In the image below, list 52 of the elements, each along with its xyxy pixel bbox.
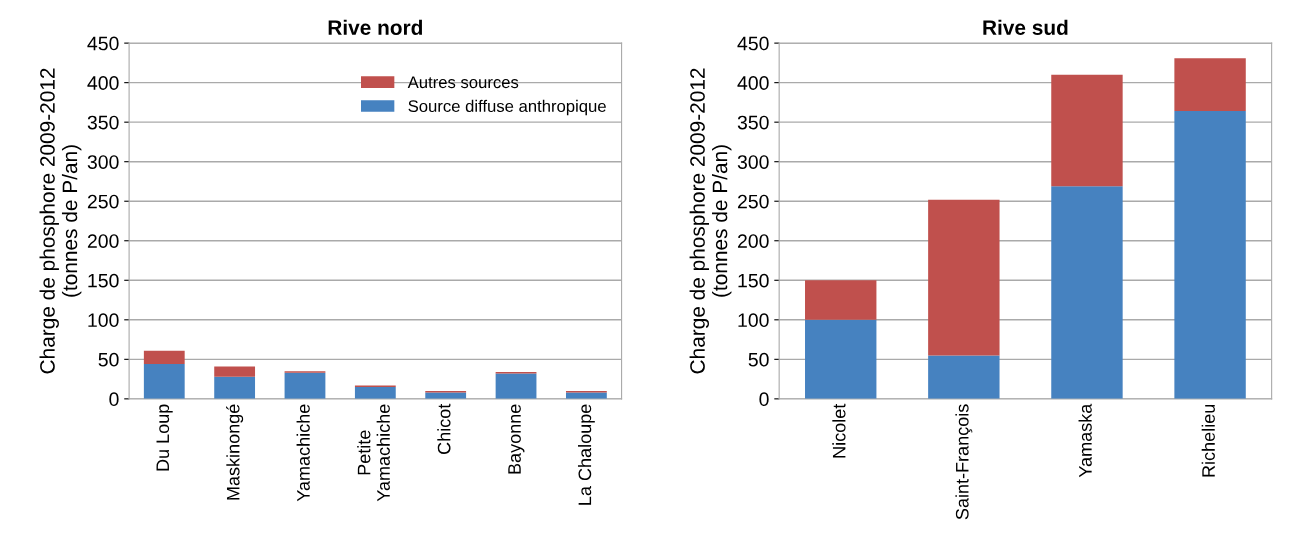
x-tick-label: Richelieu [1201,404,1215,477]
y-tick-label: 100 [738,313,769,328]
y-tick-label: 100 [88,313,119,328]
y-tick-label: 150 [738,273,769,288]
bar [1051,74,1123,187]
x-tick-label: La Chaloupe [577,404,595,505]
y-tick-label: 350 [737,115,769,130]
y-tick-label: 400 [87,76,119,90]
x-tick-label: Chicot [437,403,451,454]
x-tick-label: Du Loup [156,404,173,471]
bar [1051,186,1123,399]
x-tick-label: Yamaska [1078,403,1092,478]
x-tick-label: Maskinongé [226,404,244,500]
y-axis-title: Charge de phosphore 2009-2012 (tonnes de P/an) [39,68,82,374]
bar [805,280,877,320]
y-tick-label: 450 [737,36,769,51]
x-tick-label: Bayonne [508,404,525,474]
bar [805,319,877,399]
bar [284,372,326,399]
chart-title: Rive sud [983,19,1068,35]
bar [143,350,185,365]
y-tick-label: 0 [109,392,119,407]
bar [143,364,185,399]
y-tick-label: 250 [737,194,769,209]
y-tick-label: 50 [98,352,119,367]
bar [928,199,1000,356]
y-tick-label: 150 [88,273,119,288]
bar [495,373,537,399]
y-tick-label: 250 [87,194,119,209]
y-axis-title: Charge de phosphore 2009-2012 (tonnes de P/an) [689,68,732,374]
y-tick-label: 200 [87,234,119,248]
x-tick-label: Yamachiche [296,404,310,502]
bar [214,366,256,377]
bar [928,355,1000,399]
bar [1174,111,1246,399]
chart-title: Rive nord [328,19,423,35]
y-tick-label: 350 [87,115,119,130]
y-tick-label: 300 [87,155,119,169]
bar [214,376,256,399]
bar [1174,58,1246,112]
y-tick-label: 400 [737,76,769,90]
x-tick-label: Petite Yamachiche [357,404,390,502]
legend-label: Source diffuse anthropique [408,99,606,116]
y-tick-label: 50 [748,352,769,367]
y-tick-label: 300 [737,155,769,169]
legend-label: Autres sources [407,76,519,89]
x-tick-label: Nicolet [832,403,846,458]
y-tick-label: 200 [737,234,769,248]
bar [354,387,396,399]
y-tick-label: 0 [759,392,769,407]
x-tick-label: Saint-François [955,404,973,520]
y-tick-label: 450 [87,36,119,51]
